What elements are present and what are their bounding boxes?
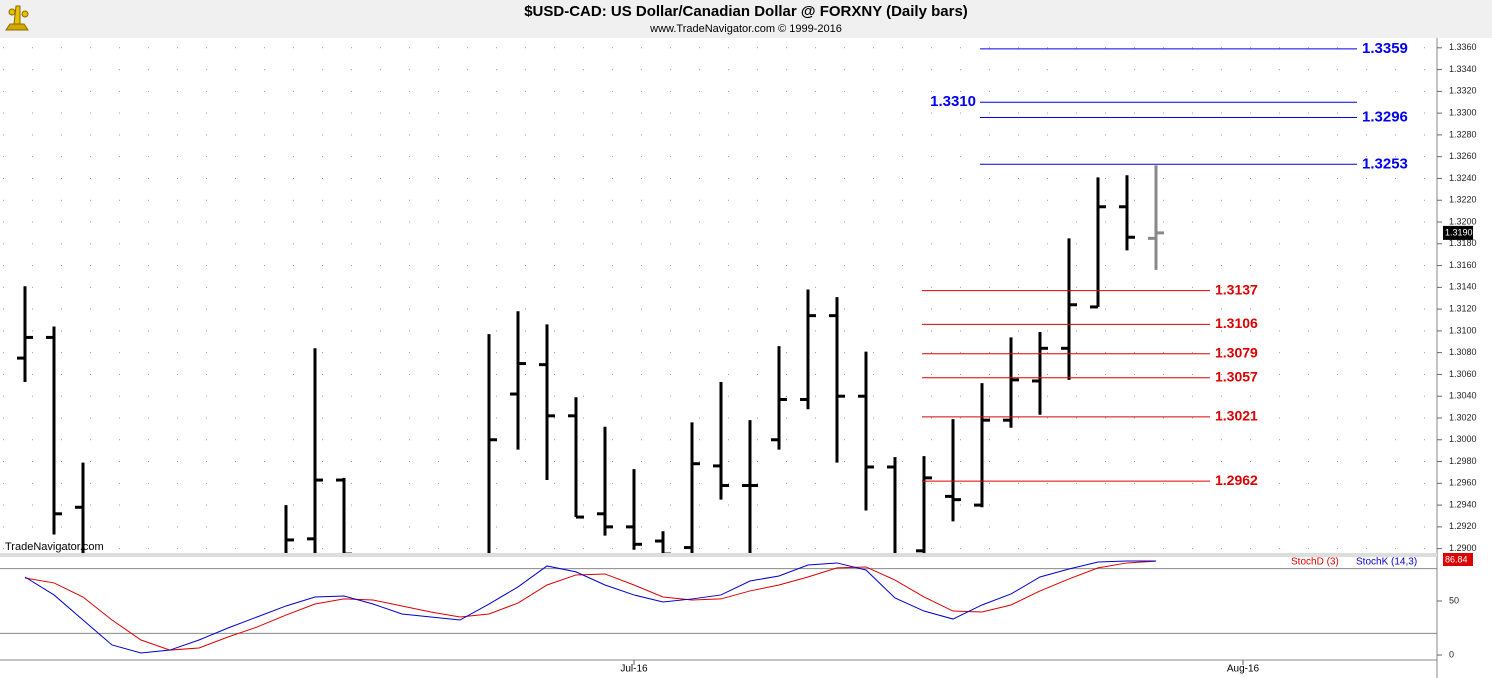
y-tick-label: 1.3340 — [1449, 64, 1477, 74]
last-value-label: 86.84 — [1445, 554, 1468, 564]
y-tick-label: 1.3100 — [1449, 325, 1477, 335]
y-tick-label: 1.3060 — [1449, 369, 1477, 379]
y-tick-label: 1.3180 — [1449, 238, 1477, 248]
level-label: 1.3137 — [1215, 281, 1258, 297]
y-tick-label: 1.3220 — [1449, 195, 1477, 205]
y-tick-label: 1.2960 — [1449, 478, 1477, 488]
stoch-line — [24, 560, 1157, 651]
y-tick-label: 1.3280 — [1449, 129, 1477, 139]
level-label: 1.3079 — [1215, 344, 1258, 360]
y-tick-label: 1.3360 — [1449, 42, 1477, 52]
last-value-box — [1443, 553, 1473, 566]
watermark: TradeNavigator.com — [5, 541, 104, 553]
chart-subtitle: www.TradeNavigator.com © 1999-2016 — [649, 23, 842, 35]
y-tick-label: 1.3240 — [1449, 173, 1477, 183]
y-tick-label: 1.3320 — [1449, 86, 1477, 96]
level-label: 1.3021 — [1215, 408, 1258, 424]
x-tick-label: Jul-16 — [620, 664, 648, 675]
level-label: 1.3359 — [1362, 40, 1408, 57]
y-tick-label: 1.2920 — [1449, 521, 1477, 531]
level-label: 1.3296 — [1362, 108, 1408, 125]
y-tick-label: 1.3140 — [1449, 282, 1477, 292]
last-value-box — [1443, 225, 1473, 240]
y-tick-label: 1.3040 — [1449, 391, 1477, 401]
y-tick-label: 1.3200 — [1449, 216, 1477, 226]
y-tick-label: 1.3020 — [1449, 412, 1477, 422]
logo — [5, 5, 29, 31]
panel-separator — [0, 553, 1437, 557]
y-tick-label: 1.2940 — [1449, 499, 1477, 509]
y-tick-label: 1.3260 — [1449, 151, 1477, 161]
y-tick-label: 1.3080 — [1449, 347, 1477, 357]
y-tick-label: 1.2980 — [1449, 456, 1477, 466]
y-tick-label: 1.3300 — [1449, 108, 1477, 118]
y-tick-label: 1.3000 — [1449, 434, 1477, 444]
legend-entry: StochK (14,3) — [1356, 557, 1417, 568]
level-label: 1.2962 — [1215, 472, 1258, 488]
last-value-label: 1.3190 — [1445, 227, 1473, 237]
x-tick-label: Aug-16 — [1227, 664, 1260, 675]
level-label: 1.3106 — [1215, 315, 1258, 331]
header-bg — [0, 0, 1492, 38]
chart-title: $USD-CAD: US Dollar/Canadian Dollar @ FO… — [524, 3, 968, 20]
y-tick-label: 1.3160 — [1449, 260, 1477, 270]
y-tick-label: 50 — [1449, 595, 1459, 605]
y-tick-label: 0 — [1449, 649, 1454, 659]
level-label: 1.3310 — [930, 93, 976, 110]
level-label: 1.3253 — [1362, 155, 1408, 172]
level-label: 1.3057 — [1215, 368, 1258, 384]
price-plot — [0, 47, 1437, 553]
y-tick-label: 1.2900 — [1449, 543, 1477, 553]
y-tick-label: 1.3120 — [1449, 303, 1477, 313]
stoch-line — [24, 560, 1156, 654]
legend-entry: StochD (3) — [1291, 557, 1339, 568]
